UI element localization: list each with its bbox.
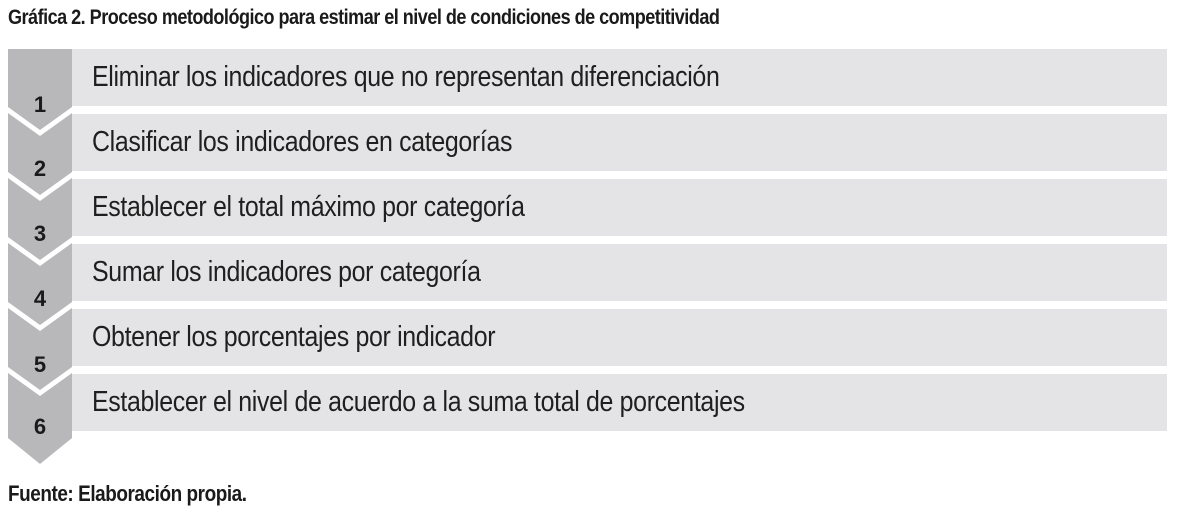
step-6-chevron: 6 bbox=[8, 373, 72, 464]
step-number: 3 bbox=[34, 221, 46, 246]
chevron-shape bbox=[8, 243, 72, 325]
step-number: 5 bbox=[34, 352, 46, 377]
chevron-shape bbox=[8, 113, 72, 195]
step-2-chevron: 2 bbox=[8, 113, 72, 195]
step-number: 6 bbox=[34, 414, 46, 439]
step-4-chevron: 4 bbox=[8, 243, 72, 325]
step-6-label: Establecer el nivel de acuerdo a la suma… bbox=[92, 386, 745, 418]
step-3-label: Establecer el total máximo por categoría bbox=[92, 191, 525, 223]
step-2-bar: Clasificar los indicadores en categorías bbox=[72, 114, 1167, 171]
step-5-chevron: 5 bbox=[8, 308, 72, 390]
step-4-bar: Sumar los indicadores por categoría bbox=[72, 244, 1167, 301]
step-1-label: Eliminar los indicadores que no represen… bbox=[92, 61, 720, 93]
source-note: Fuente: Elaboración propia. bbox=[8, 481, 247, 506]
diagram-title: Gráfica 2. Proceso metodológico para est… bbox=[8, 6, 720, 29]
step-3-chevron: 3 bbox=[8, 178, 72, 260]
step-4-label: Sumar los indicadores por categoría bbox=[92, 256, 481, 288]
step-2-label: Clasificar los indicadores en categorías bbox=[92, 126, 513, 158]
step-number: 1 bbox=[34, 92, 46, 117]
step-1-bar: Eliminar los indicadores que no represen… bbox=[72, 49, 1167, 106]
step-1-chevron: 1 bbox=[8, 49, 72, 130]
step-5-label: Obtener los porcentajes por indicador bbox=[92, 321, 496, 353]
step-3-bar: Establecer el total máximo por categoría bbox=[72, 179, 1167, 236]
step-5-bar: Obtener los porcentajes por indicador bbox=[72, 309, 1167, 366]
step-number: 2 bbox=[34, 156, 46, 181]
chevron-shape bbox=[8, 49, 72, 130]
chevron-shape bbox=[8, 178, 72, 260]
step-chevron-column: 1 2 3 4 5 6 bbox=[8, 49, 72, 464]
chevron-shape bbox=[8, 373, 72, 464]
step-6-bar: Establecer el nivel de acuerdo a la suma… bbox=[72, 374, 1167, 431]
step-number: 4 bbox=[34, 286, 47, 311]
chevron-shape bbox=[8, 308, 72, 390]
